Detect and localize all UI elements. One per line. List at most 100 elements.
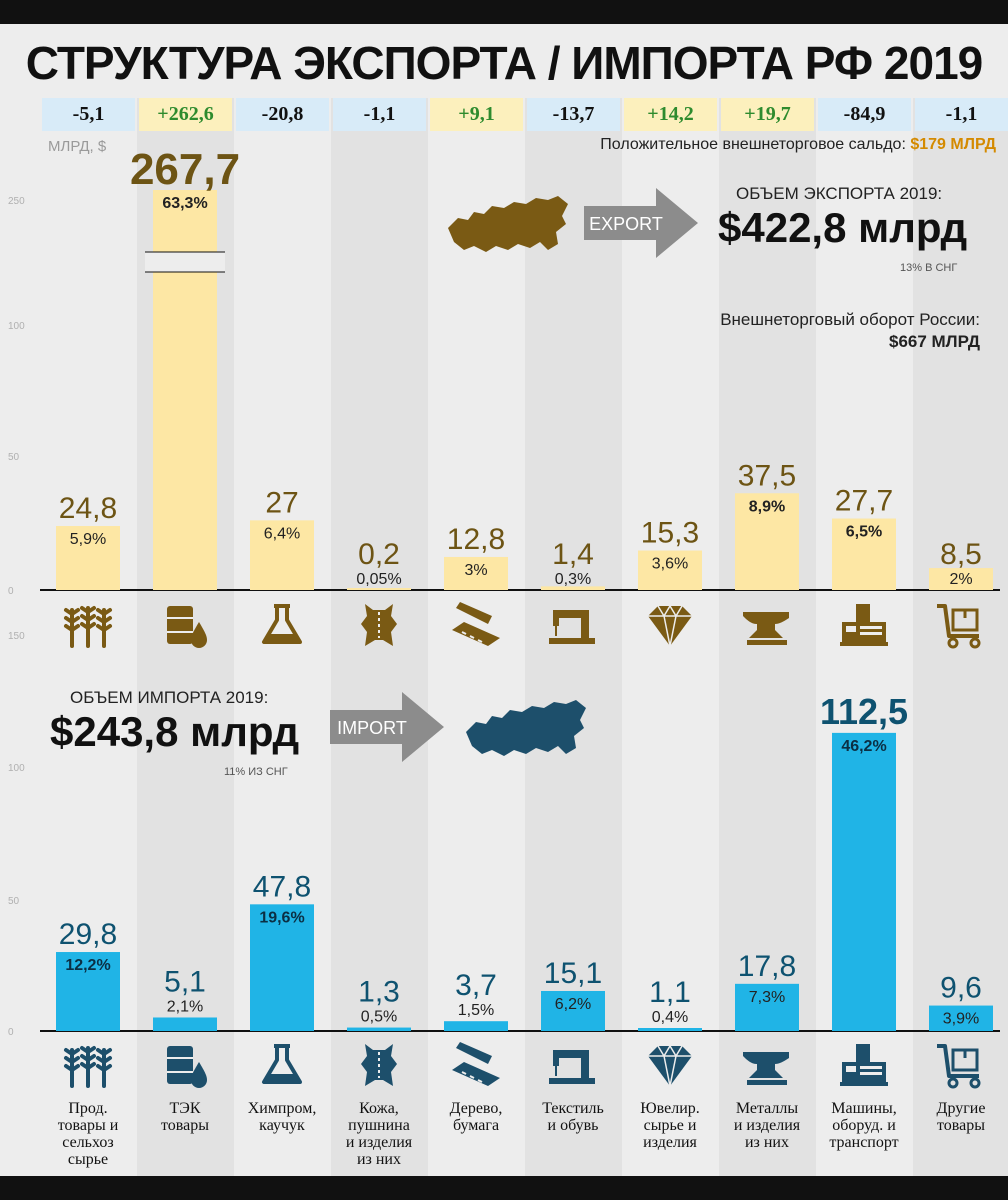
import-share-label: 12,2% [65, 957, 110, 974]
category-label-line: сельхоз [62, 1134, 114, 1151]
export-share-label: 5,9% [70, 531, 106, 548]
export-share-label: 3,6% [652, 556, 688, 573]
category-label: Металлы и изделия из них [717, 1100, 817, 1151]
export-share-label: 3% [464, 562, 487, 579]
export-summary-value: $422,8 млрд [718, 204, 968, 251]
diamond-icon [642, 1040, 702, 1090]
category-label-line: из них [356, 1151, 401, 1168]
import-bar [735, 983, 799, 1031]
category-label-line: Ювелир. [640, 1100, 700, 1117]
import-value-label: 47,8 [253, 870, 311, 903]
import-value-label: 15,1 [544, 957, 602, 990]
balance-value: +14,2 [624, 98, 717, 131]
import-bar [347, 1027, 411, 1031]
export-bar [929, 568, 993, 590]
balance-value: -1,1 [333, 98, 426, 131]
import-value-label: 1,3 [358, 976, 400, 1009]
page-title: СТРУКТУРА ЭКСПОРТА / ИМПОРТА РФ 2019 [25, 37, 983, 89]
cart-icon [933, 600, 993, 650]
export-share-label: 63,3% [162, 195, 207, 212]
export-arrow: EXPORT [584, 188, 698, 258]
category-label-line: Химпром, [247, 1100, 317, 1117]
category-label-line: изделия [643, 1134, 697, 1151]
balance-value: +19,7 [721, 98, 814, 131]
export-bar [56, 526, 120, 590]
import-arrow-label: IMPORT [337, 718, 407, 738]
import-share-label: 0,5% [361, 1009, 397, 1026]
import-bar [638, 1028, 702, 1031]
category-label-line: каучук [259, 1117, 305, 1134]
leather-hide-icon [351, 600, 411, 650]
category-label-line: сырье [67, 1151, 109, 1168]
machine-tool-icon [836, 600, 896, 650]
category-label-line: и изделия [733, 1117, 801, 1134]
category-label: ТЭК товары [135, 1100, 235, 1134]
export-value-label: 15,3 [641, 517, 699, 550]
category-label: Машины, оборуд. и транспорт [814, 1100, 914, 1151]
export-value-label: 27,7 [835, 485, 893, 518]
export-bar [444, 556, 508, 590]
category-label-line: бумага [452, 1117, 500, 1134]
cart-icon [933, 1040, 993, 1090]
import-summary-label: ОБЪЕМ ИМПОРТА 2019: [70, 688, 269, 707]
balance-value: +262,6 [139, 98, 232, 131]
category-label: Ювелир. сырье и изделия [620, 1100, 720, 1151]
import-bar [250, 904, 314, 1031]
category-label-line: оборуд. и [832, 1117, 896, 1134]
flask-icon [254, 600, 314, 650]
import-share-label: 1,5% [458, 1002, 494, 1019]
sewing-machine-icon [545, 1040, 605, 1090]
import-value-label: 5,1 [164, 965, 206, 998]
russia-map-export-icon [448, 196, 568, 252]
units-label: МЛРД, $ [48, 138, 107, 155]
axis-tick-label: 100 [8, 321, 25, 332]
axis-tick-label: 0 [8, 586, 14, 597]
axis-tick-label: 50 [8, 896, 20, 907]
wheat-icon [60, 1040, 120, 1090]
axis-break-gap [145, 252, 225, 272]
import-share-label: 2,1% [167, 998, 203, 1015]
import-share-label: 19,6% [259, 909, 304, 926]
export-value-label: 12,8 [447, 523, 505, 556]
export-value-label: 8,5 [940, 538, 982, 571]
import-summary-sub: 11% ИЗ СНГ [224, 766, 288, 778]
category-label-line: товары и [57, 1117, 119, 1134]
category-label: Прод. товары и сельхоз сырье [38, 1100, 138, 1168]
flask-icon [254, 1040, 314, 1090]
category-label-line: Прод. [68, 1100, 108, 1117]
saldo-prefix: Положительное внешнеторговое сальдо: [600, 136, 906, 153]
export-bar [347, 588, 411, 590]
saldo-value: $179 МЛРД [910, 136, 996, 153]
export-share-label: 0,3% [555, 571, 591, 588]
export-value-label: 37,5 [738, 459, 796, 492]
export-bar [541, 586, 605, 590]
category-label: Текстиль и обувь [523, 1100, 623, 1134]
import-share-label: 0,4% [652, 1009, 688, 1026]
category-label-line: Дерево, [449, 1100, 503, 1117]
diamond-icon [642, 600, 702, 650]
oil-barrel-icon [157, 600, 217, 650]
import-share-label: 3,9% [943, 1011, 979, 1028]
machine-tool-icon [836, 1040, 896, 1090]
category-label-line: Текстиль [542, 1100, 604, 1117]
category-label: Другие товары [911, 1100, 1008, 1134]
wood-saw-icon [448, 600, 508, 650]
leather-hide-icon [351, 1040, 411, 1090]
export-value-label: 1,4 [552, 538, 594, 571]
export-arrow-label: EXPORT [589, 214, 663, 234]
import-bar [56, 952, 120, 1031]
category-label-line: Металлы [735, 1100, 799, 1117]
import-value-label: 3,7 [455, 969, 497, 1002]
category-label-line: Другие [936, 1100, 986, 1117]
category-label-line: и изделия [345, 1134, 413, 1151]
export-bar [250, 520, 314, 590]
export-share-label: 6,5% [846, 524, 882, 541]
category-label: Химпром, каучук [232, 1100, 332, 1134]
import-value-label: 17,8 [738, 950, 796, 983]
balance-value: -5,1 [42, 98, 135, 131]
import-value-label: 29,8 [59, 918, 117, 951]
turnover-value: $667 МЛРД [888, 332, 980, 351]
category-label: Кожа, пушнина и изделия из них [329, 1100, 429, 1168]
export-share-label: 6,4% [264, 525, 300, 542]
oil-barrel-icon [157, 1040, 217, 1090]
